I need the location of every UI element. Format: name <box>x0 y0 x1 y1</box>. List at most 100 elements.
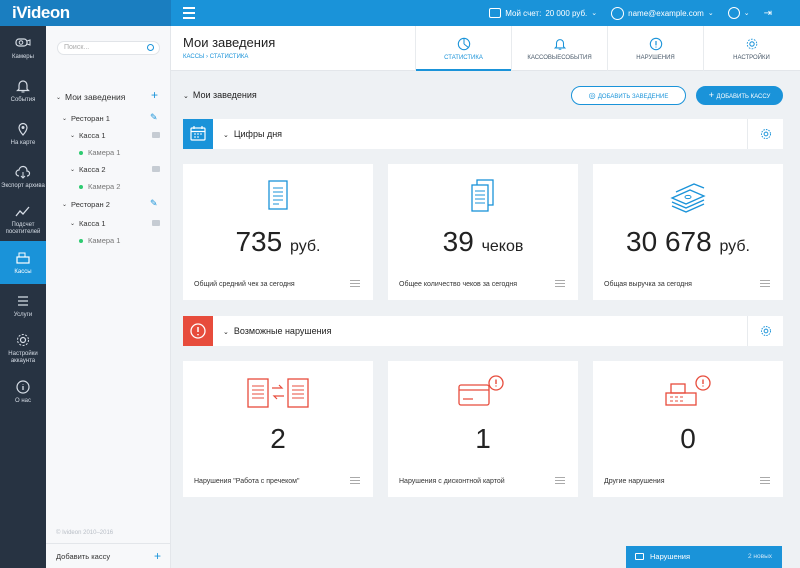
add-place-button[interactable]: ◎ ДОБАВИТЬ ЗАВЕДЕНИЕ <box>571 86 686 105</box>
nav-registers[interactable]: Кассы <box>0 241 46 284</box>
section-title-label: Мои заведения <box>192 90 257 100</box>
chevron-down-icon: ⌄ <box>70 167 76 173</box>
tree-item-label: Камера 1 <box>88 236 121 245</box>
search-icon <box>147 44 154 51</box>
tab-statistics[interactable]: СТАТИСТИКА <box>415 26 511 71</box>
user-menu[interactable]: name@example.com ⌄ <box>611 6 714 20</box>
stat-number: 39 <box>442 226 474 257</box>
tree-item[interactable]: Камера 2 <box>79 182 120 191</box>
bell-icon <box>553 38 566 50</box>
tree-search-input[interactable]: Поиск... <box>57 41 160 55</box>
stat-unit: руб. <box>289 238 321 255</box>
edit-icon[interactable]: ✎ <box>150 198 158 208</box>
user-icon <box>611 6 625 20</box>
nav-label: Настройки аккаунта <box>8 351 38 364</box>
copyright: © Ivideon 2010–2016 <box>56 530 114 536</box>
violation-desc: Нарушения "Работа с пречеком" <box>194 478 300 485</box>
nav-export[interactable]: Экспорт архива <box>0 155 46 198</box>
tree-panel: Поиск... ⌄ Мои заведения + ⌄ Ресторан 1 … <box>46 26 171 568</box>
add-register-button[interactable]: + ДОБАВИТЬ КАССУ <box>696 86 783 105</box>
menu-icon[interactable] <box>555 477 565 486</box>
gear-icon[interactable] <box>747 119 783 149</box>
account-balance[interactable]: Мой счет: 20 000 руб. ⌄ <box>489 8 597 18</box>
stat-value: 39 чеков <box>388 226 578 258</box>
tree-item[interactable]: ⌄ Касса 2 <box>70 165 106 174</box>
menu-icon[interactable] <box>555 280 565 289</box>
breadcrumb-link[interactable]: КАССЫ <box>183 54 205 60</box>
cloud-export-icon <box>15 165 31 179</box>
menu-icon[interactable] <box>350 280 360 289</box>
day-stats-bar[interactable]: ⌄ Цифры дня <box>183 119 783 149</box>
gear-icon[interactable] <box>747 316 783 346</box>
tree-item[interactable]: ⌄ Ресторан 1 <box>62 114 110 123</box>
plate-icon: ◎ <box>588 91 598 100</box>
nav-label: Экспорт архива <box>1 182 45 189</box>
nav-label: На карте <box>10 139 36 146</box>
chevron-down-icon: ⌄ <box>70 221 76 227</box>
tab-violations[interactable]: НАРУШЕНИЯ <box>607 26 703 71</box>
violations-title-text: Возможные нарушения <box>233 326 332 336</box>
add-place-label: ДОБАВИТЬ ЗАВЕДЕНИЕ <box>597 94 669 100</box>
stat-desc: Общая выручка за сегодня <box>604 281 692 288</box>
add-register-footer[interactable]: Добавить кассу + <box>46 543 171 568</box>
chevron-down-icon: ⌄ <box>591 10 598 17</box>
toast-count: 2 новых <box>747 553 772 560</box>
account-value: 20 000 руб. <box>545 8 588 18</box>
tree-item[interactable]: ⌄ Касса 1 <box>70 219 106 228</box>
menu-icon[interactable] <box>760 477 770 486</box>
tree-item[interactable]: Камера 1 <box>79 236 120 245</box>
violation-card: 0 Другие нарушения <box>593 361 783 497</box>
nav-events[interactable]: События <box>0 69 46 112</box>
stat-value: 30 678 руб. <box>593 226 783 258</box>
violation-desc: Другие нарушения <box>604 478 665 485</box>
breadcrumb: КАССЫ › СТАТИСТИКА <box>183 54 248 60</box>
violations-toast[interactable]: Нарушения 2 новых <box>626 546 782 568</box>
calendar-icon <box>183 119 213 149</box>
chevron-down-icon: ⌄ <box>62 202 68 208</box>
violation-value: 2 <box>270 423 286 454</box>
nav-about[interactable]: О нас <box>0 370 46 413</box>
camera-icon <box>152 220 160 226</box>
section-title[interactable]: ⌄ Мои заведения <box>183 90 257 100</box>
add-place-icon[interactable]: + <box>151 88 159 102</box>
tree-item[interactable]: ⌄ Касса 1 <box>70 131 106 140</box>
chevron-down-icon: ⌄ <box>56 94 62 101</box>
tab-settings[interactable]: НАСТРОЙКИ <box>703 26 799 71</box>
breadcrumb-current: СТАТИСТИКА <box>209 54 249 60</box>
camera-icon <box>152 166 160 172</box>
tree-item[interactable]: Камера 1 <box>79 148 120 157</box>
tree-item-label: Ресторан 2 <box>71 200 110 209</box>
violation-desc: Нарушения с дисконтной картой <box>399 478 505 485</box>
message-icon <box>635 553 644 560</box>
tree-root[interactable]: ⌄ Мои заведения <box>56 92 125 102</box>
menu-icon[interactable] <box>183 7 195 19</box>
language-menu[interactable]: ⌄ <box>727 7 750 19</box>
violations-bar[interactable]: ⌄ Возможные нарушения <box>183 316 783 346</box>
tree-item[interactable]: ⌄ Ресторан 2 <box>62 200 110 209</box>
stat-number: 735 <box>235 226 283 257</box>
status-dot <box>79 238 83 243</box>
bell-icon <box>16 79 30 92</box>
register-alert-icon <box>593 375 783 411</box>
nav-services[interactable]: Услуги <box>0 284 46 327</box>
nav-map[interactable]: На карте <box>0 112 46 155</box>
nav-account-settings[interactable]: Настройки аккаунта <box>0 327 46 370</box>
gear-icon <box>17 334 29 346</box>
day-stats-title: ⌄ Цифры дня <box>223 119 282 151</box>
nav-cameras[interactable]: Камеры <box>0 26 46 69</box>
edit-icon[interactable]: ✎ <box>150 112 158 122</box>
page-title: Мои заведения <box>183 35 276 50</box>
logo[interactable]: iVideon <box>0 0 171 26</box>
logout-button[interactable]: ⇥ <box>764 8 772 19</box>
alert-icon <box>649 37 662 50</box>
menu-icon[interactable] <box>350 477 360 486</box>
nav-visitors[interactable]: Подсчет посетителей <box>0 198 46 241</box>
tab-register-events[interactable]: КАССОВЫЕСОБЫТИЯ <box>511 26 607 71</box>
side-nav: Камеры События На карте Экспорт архива П… <box>0 26 46 568</box>
chevron-down-icon: ⌄ <box>743 10 750 17</box>
menu-icon[interactable] <box>760 280 770 289</box>
stat-value: 735 руб. <box>183 226 373 258</box>
violation-value: 1 <box>475 423 491 454</box>
plus-icon: + <box>708 90 717 100</box>
day-stats-title-text: Цифры дня <box>233 129 283 139</box>
